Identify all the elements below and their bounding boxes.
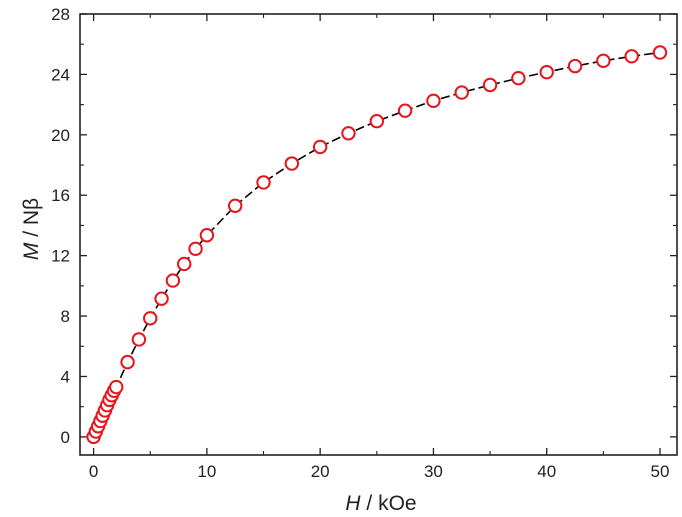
y-tick-label: 8 <box>61 307 70 326</box>
x-tick-label: 20 <box>311 462 330 481</box>
data-point <box>312 139 328 155</box>
data-point <box>109 379 124 395</box>
y-tick-label: 12 <box>51 247 70 266</box>
data-point <box>539 64 554 80</box>
plot-frame <box>79 13 678 456</box>
data-point <box>624 49 639 64</box>
x-axis-title: H / kOe <box>345 492 416 515</box>
y-tick-label: 20 <box>51 126 70 145</box>
x-tick-label: 40 <box>537 462 556 481</box>
x-axis-variable: H <box>345 492 361 515</box>
data-point <box>199 228 215 243</box>
data-series <box>86 45 668 445</box>
data-point <box>188 241 203 257</box>
data-point <box>397 103 413 118</box>
axes <box>79 13 678 456</box>
y-tick-label: 24 <box>51 65 70 84</box>
data-point <box>596 53 611 69</box>
data-point <box>256 175 271 190</box>
data-point <box>426 93 441 109</box>
data-point <box>369 114 385 129</box>
y-tick-label: 4 <box>61 367 70 386</box>
x-tick-label: 30 <box>424 462 443 481</box>
data-point <box>143 311 158 326</box>
data-point <box>341 126 356 141</box>
data-point <box>154 291 169 306</box>
x-tick-label: 10 <box>197 462 216 481</box>
data-point <box>120 354 135 370</box>
y-tick-label: 28 <box>51 5 70 24</box>
y-axis-variable: M <box>20 242 43 260</box>
data-point <box>177 256 192 272</box>
series-line <box>92 51 661 438</box>
data-point <box>454 85 469 100</box>
data-point <box>284 156 300 171</box>
data-point <box>482 77 498 93</box>
data-point <box>131 332 147 347</box>
x-tick-label: 50 <box>651 462 670 481</box>
ticks: 0 10 20 30 40 50 0 4 8 12 16 20 24 28 <box>51 5 677 481</box>
data-point <box>511 70 526 86</box>
data-point <box>567 58 583 74</box>
x-axis-unit: / kOe <box>361 492 417 515</box>
y-tick-label: 0 <box>61 428 70 447</box>
data-point <box>165 273 181 288</box>
x-tick-label: 0 <box>89 462 98 481</box>
data-point <box>652 45 668 60</box>
data-point <box>227 198 243 214</box>
y-axis-title: M / Nβ <box>20 198 43 260</box>
y-axis-unit: / Nβ <box>20 198 43 243</box>
y-tick-label: 16 <box>51 186 70 205</box>
